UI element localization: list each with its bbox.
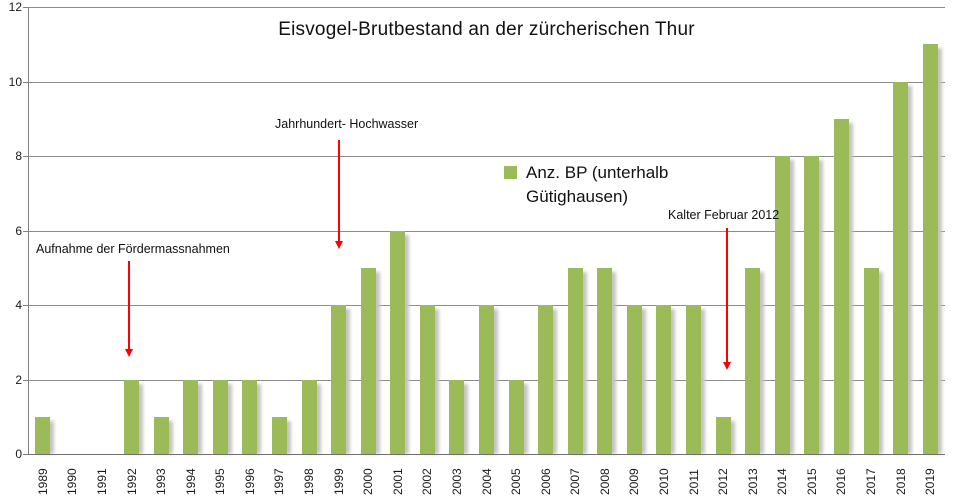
x-axis-label-1993: 1993 <box>154 468 169 495</box>
chart-title: Eisvogel-Brutbestand an der zürcherische… <box>278 19 695 40</box>
x-axis-label-2003: 2003 <box>449 468 464 495</box>
bar-2005 <box>508 379 524 454</box>
x-axis-line <box>28 454 945 455</box>
x-axis-label-1998: 1998 <box>302 468 317 495</box>
x-axis-label-2018: 2018 <box>893 468 908 495</box>
bar-1993 <box>153 416 169 454</box>
x-axis-label-2000: 2000 <box>361 468 376 495</box>
x-axis-label-2014: 2014 <box>775 468 790 495</box>
bar-2011 <box>686 305 702 454</box>
bar-2012 <box>715 416 731 454</box>
annotation-arrow-line-3 <box>726 228 728 364</box>
x-axis-label-1989: 1989 <box>35 468 50 495</box>
x-axis-label-1997: 1997 <box>272 468 287 495</box>
y-axis-tick-6 <box>23 230 28 232</box>
bar-1994 <box>183 379 199 454</box>
x-axis-label-2013: 2013 <box>745 468 760 495</box>
x-axis-label-1992: 1992 <box>124 468 139 495</box>
x-axis-label-2011: 2011 <box>686 469 701 495</box>
y-axis-label-8: 8 <box>15 149 22 163</box>
y-axis-label-0: 0 <box>15 447 22 461</box>
legend-series-label: Anz. BP (unterhalb Gütighausen) <box>526 163 669 206</box>
bar-1995 <box>212 379 228 454</box>
gridline-12 <box>28 7 945 8</box>
bar-2008 <box>597 267 613 454</box>
annotation-text-3: Kalter Februar 2012 <box>668 208 780 222</box>
bar-2007 <box>567 267 583 454</box>
bar-2004 <box>479 305 494 454</box>
chart-legend: Anz. BP (unterhalb Gütighausen) <box>504 161 686 209</box>
bar-2002 <box>419 305 435 454</box>
x-axis-label-1996: 1996 <box>242 468 257 495</box>
x-axis-label-2019: 2019 <box>923 468 938 495</box>
x-axis-label-2016: 2016 <box>834 468 849 495</box>
bar-2014 <box>774 156 790 454</box>
x-axis-label-1995: 1995 <box>213 468 228 495</box>
y-axis-line <box>28 7 29 454</box>
x-axis-label-2015: 2015 <box>804 468 819 495</box>
annotation-arrow-head-icon-2 <box>335 241 343 249</box>
bar-1997 <box>271 416 287 454</box>
x-axis-label-2005: 2005 <box>509 468 524 495</box>
annotation-arrow-head-icon-1 <box>125 349 133 357</box>
bar-1999 <box>331 305 347 454</box>
bar-1996 <box>242 379 258 454</box>
x-axis-label-1994: 1994 <box>183 468 198 495</box>
x-axis-label-2002: 2002 <box>420 468 435 495</box>
bar-2009 <box>626 305 642 454</box>
x-axis-label-1990: 1990 <box>65 468 80 495</box>
x-axis-label-2009: 2009 <box>627 468 642 495</box>
bar-2015 <box>804 156 820 454</box>
gridline-10 <box>28 81 945 83</box>
y-axis-tick-12 <box>23 7 28 8</box>
x-axis-label-1999: 1999 <box>331 468 346 495</box>
x-axis-label-2010: 2010 <box>656 468 671 495</box>
bar-2001 <box>390 230 406 454</box>
y-axis-tick-10 <box>23 81 28 83</box>
legend-color-swatch <box>504 166 517 179</box>
y-axis-tick-8 <box>23 156 28 157</box>
y-axis-tick-4 <box>23 305 28 306</box>
bar-2019 <box>922 44 938 454</box>
gridline-8 <box>28 156 945 157</box>
y-axis-label-6: 6 <box>15 223 22 238</box>
x-axis-label-2017: 2017 <box>864 468 879 495</box>
annotation-arrow-line-2 <box>338 140 340 243</box>
y-axis-label-12: 12 <box>8 0 22 14</box>
bar-1989 <box>35 416 51 454</box>
x-axis-label-2001: 2001 <box>390 468 405 495</box>
y-axis-label-4: 4 <box>15 298 22 312</box>
bar-2006 <box>538 305 554 454</box>
annotation-text-1: Aufnahme der Fördermassnahmen <box>36 242 230 256</box>
x-axis-label-2012: 2012 <box>716 468 731 495</box>
bar-2018 <box>893 81 909 454</box>
bar-2000 <box>360 267 376 454</box>
x-axis-label-2004: 2004 <box>479 468 494 495</box>
x-axis-label-2008: 2008 <box>597 468 612 495</box>
bar-2017 <box>863 267 879 454</box>
y-axis-tick-0 <box>23 454 28 455</box>
bar-2003 <box>449 379 465 454</box>
y-axis-label-2: 2 <box>15 372 22 387</box>
y-axis-label-10: 10 <box>8 74 22 89</box>
x-axis-label-2007: 2007 <box>568 468 583 495</box>
gridline-6 <box>28 230 945 232</box>
bar-1998 <box>301 379 317 454</box>
x-axis-label-2006: 2006 <box>538 468 553 495</box>
bar-2016 <box>833 118 849 454</box>
y-axis-tick-2 <box>23 379 28 381</box>
annotation-arrow-line-1 <box>128 261 130 351</box>
x-axis-label-1991: 1991 <box>94 468 109 495</box>
annotation-text-2: Jahrhundert- Hochwasser <box>275 117 419 131</box>
annotation-arrow-head-icon-3 <box>723 362 731 370</box>
bar-2013 <box>745 267 761 454</box>
bar-1992 <box>124 379 140 454</box>
bar-2010 <box>656 305 672 454</box>
